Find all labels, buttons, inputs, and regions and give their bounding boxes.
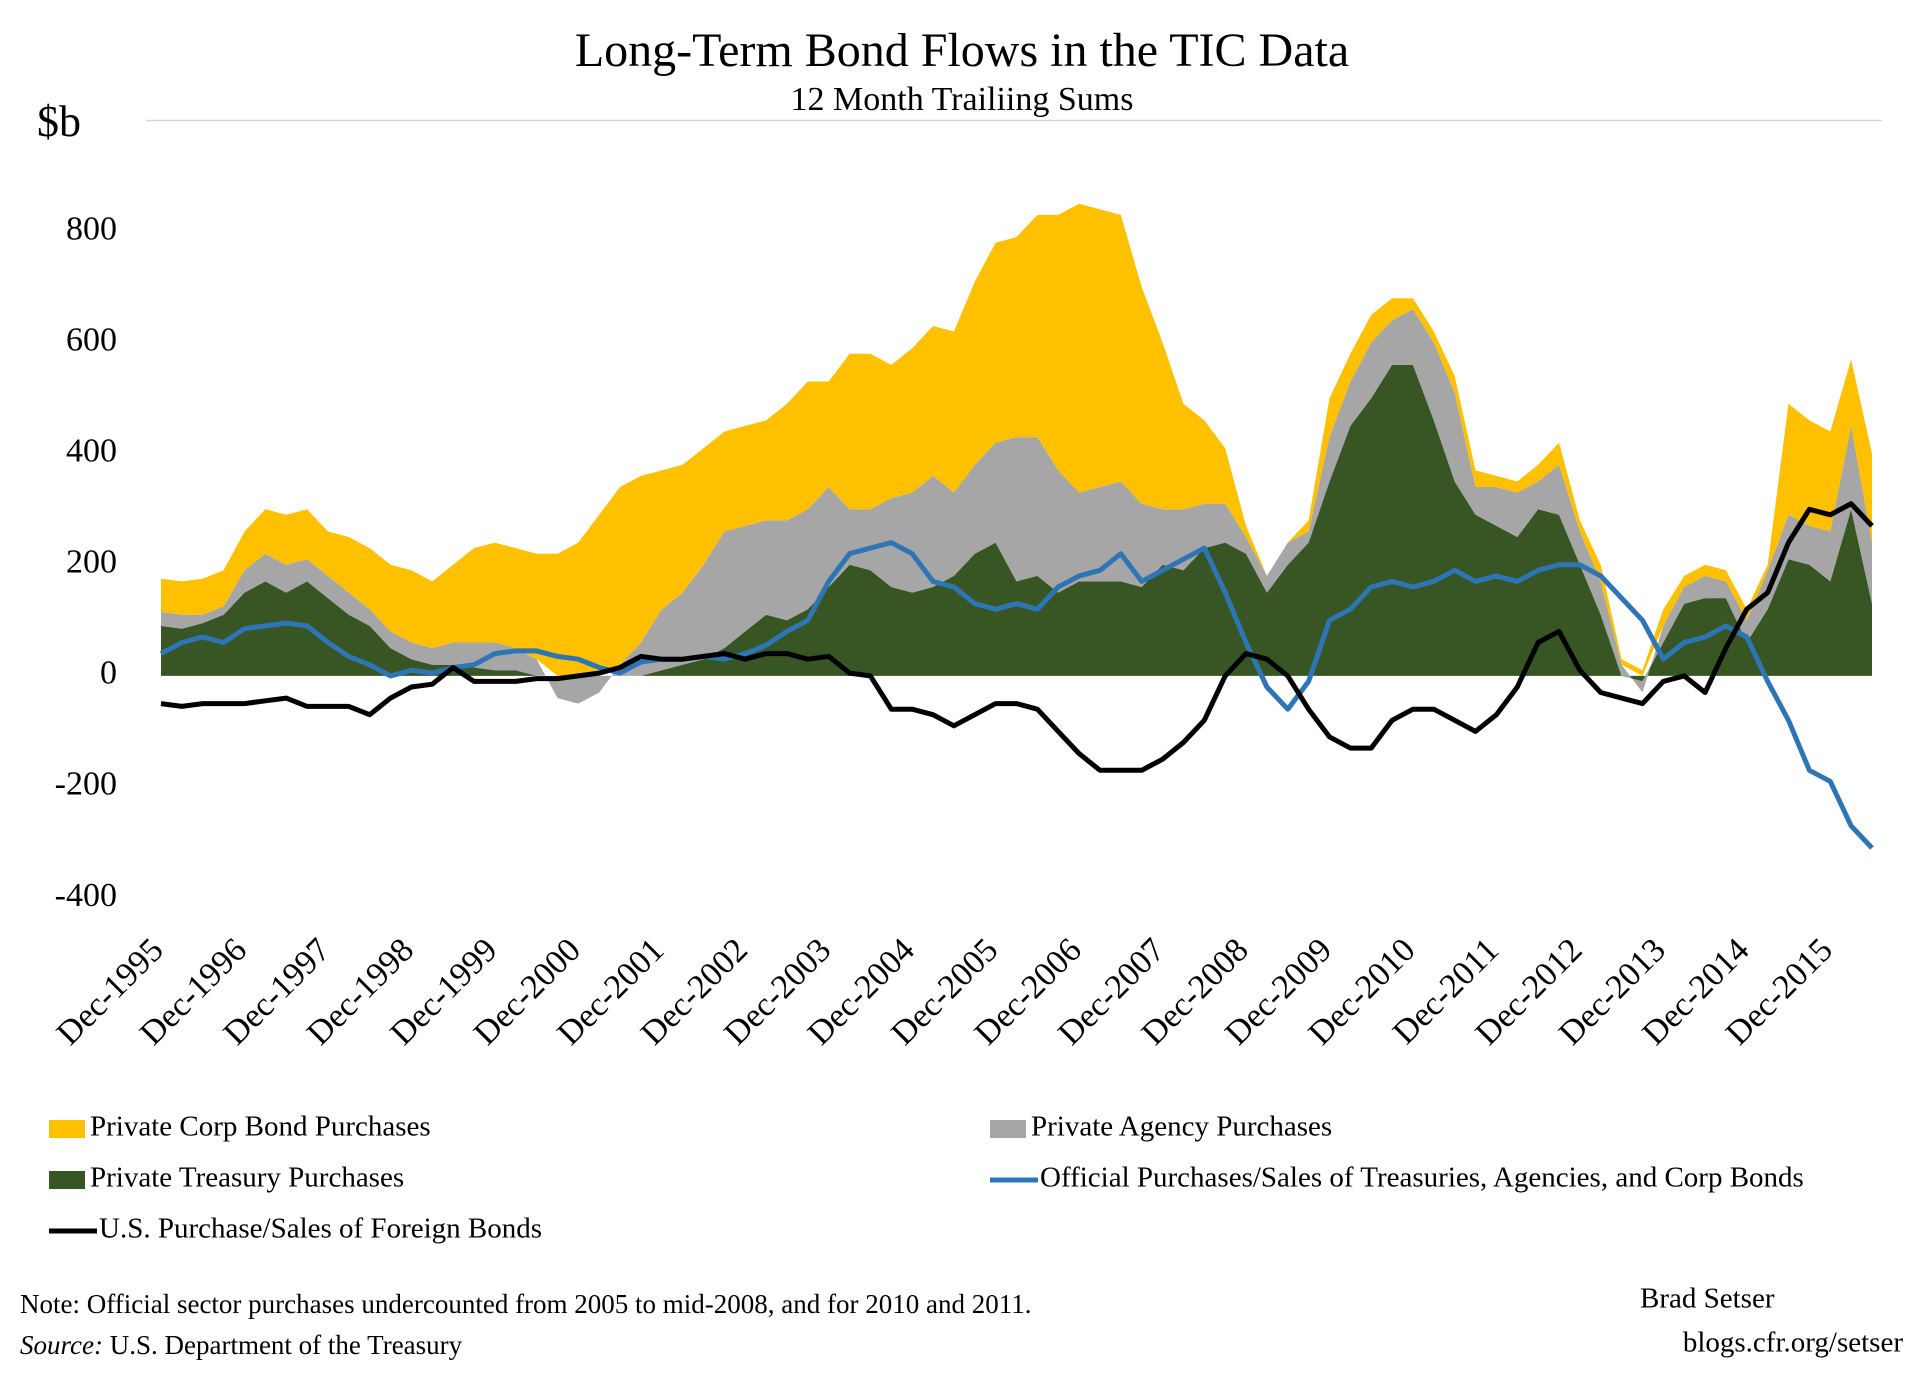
source: Source: U.S. Department of the Treasury — [20, 1330, 463, 1360]
source-label: Source: — [20, 1330, 103, 1360]
note: Note: Official sector purchases undercou… — [20, 1289, 1032, 1319]
y-tick-label: -200 — [55, 766, 117, 803]
y-tick-label: -400 — [55, 877, 117, 914]
legend-swatch — [49, 1171, 85, 1189]
y-tick-label: 200 — [66, 544, 117, 581]
y-tick-label: 400 — [66, 433, 117, 470]
y-tick-label: 0 — [100, 655, 117, 692]
legend-label: Private Treasury Purchases — [90, 1162, 404, 1194]
legend-label: Official Purchases/Sales of Treasuries, … — [1040, 1162, 1804, 1194]
y-tick-label: 800 — [66, 210, 117, 247]
area-series — [161, 203, 1872, 676]
y-axis-label: $b — [37, 97, 81, 146]
legend-label: Private Agency Purchases — [1031, 1111, 1332, 1143]
chart-subtitle: 12 Month Trailiing Sums — [791, 81, 1134, 118]
legend-swatch — [990, 1120, 1026, 1138]
source-text: U.S. Department of the Treasury — [110, 1330, 463, 1360]
area-series — [161, 309, 1872, 704]
chart-title: Long-Term Bond Flows in the TIC Data — [575, 24, 1349, 77]
credit: blogs.cfr.org/setser — [1683, 1327, 1903, 1359]
area-series — [161, 364, 1872, 682]
legend-label: Private Corp Bond Purchases — [90, 1111, 431, 1143]
line-series — [159, 540, 1874, 850]
legend-label: U.S. Purchase/Sales of Foreign Bonds — [99, 1213, 542, 1245]
y-tick-label: 600 — [66, 321, 117, 358]
legend-swatch — [49, 1120, 85, 1138]
credit: Brad Setser — [1640, 1283, 1775, 1315]
line-series — [160, 501, 1874, 773]
